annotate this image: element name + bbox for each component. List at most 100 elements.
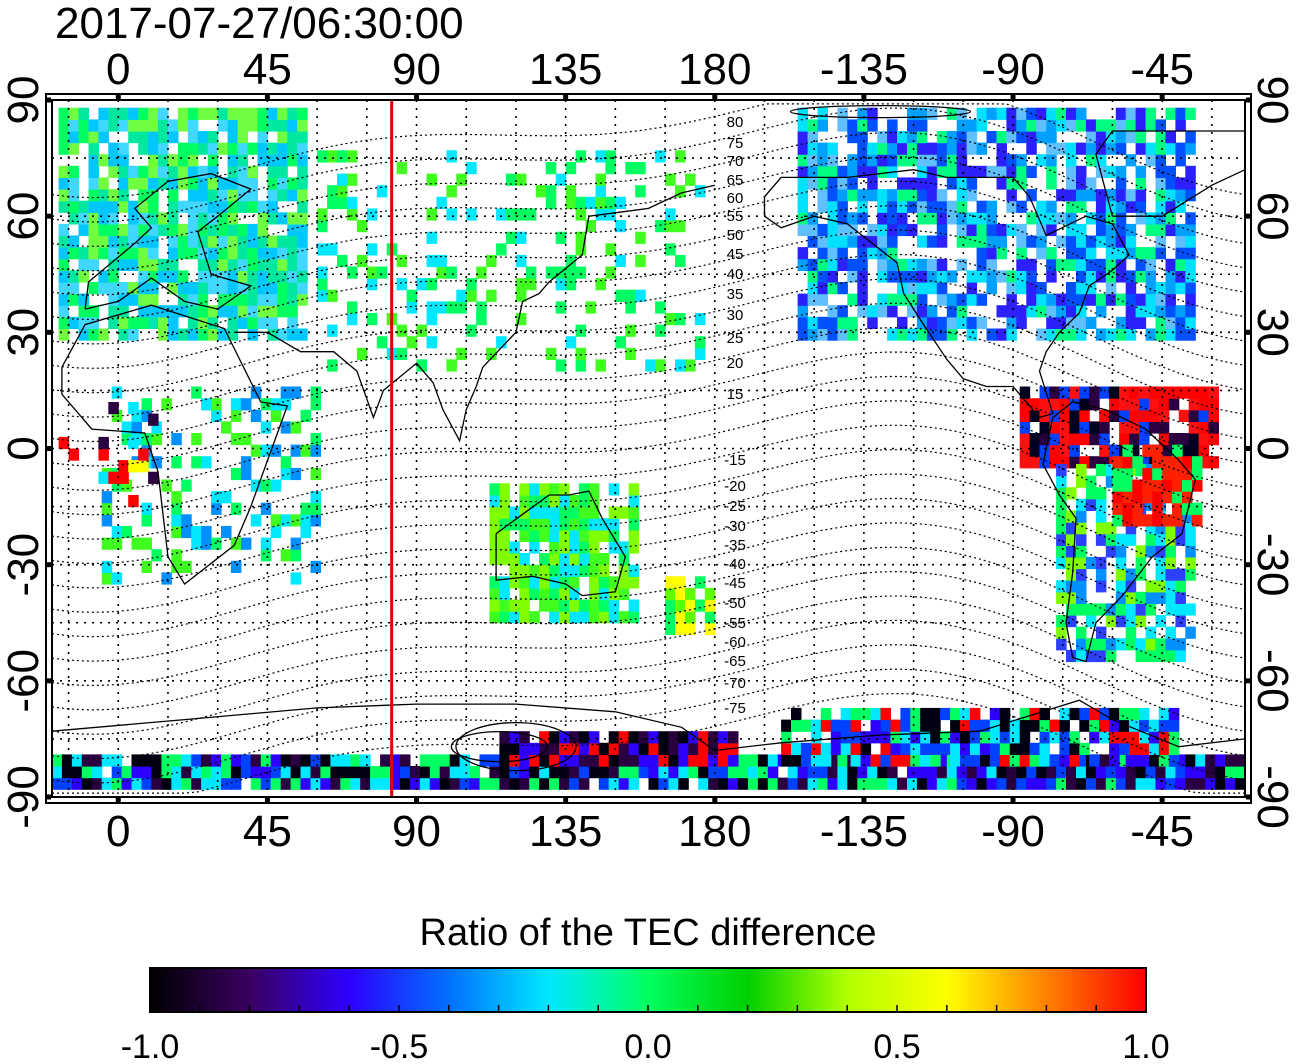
- tec-cell: [926, 177, 938, 190]
- tec-cell: [887, 293, 898, 306]
- tec-cell: [1085, 777, 1097, 790]
- tec-cell: [1135, 107, 1147, 120]
- tec-cell: [280, 514, 292, 527]
- tec-cell: [1155, 328, 1166, 341]
- tec-cell: [1165, 591, 1176, 604]
- tec-cell: [356, 220, 368, 233]
- tec-cell: [685, 611, 696, 624]
- tec-cell: [545, 347, 557, 360]
- tec-cell: [847, 189, 858, 202]
- tec-cell: [346, 150, 358, 163]
- tec-cell: [1112, 502, 1123, 515]
- tec-cell: [310, 386, 321, 399]
- tec-cell: [1175, 119, 1186, 132]
- tec-cell: [1122, 456, 1133, 469]
- tec-cell: [111, 537, 123, 550]
- tec-cell: [101, 502, 113, 515]
- tec-cell: [950, 731, 961, 744]
- tec-cell: [250, 514, 262, 527]
- tec-cell: [1125, 119, 1137, 132]
- tec-cell: [578, 541, 590, 554]
- tec-cell: [1085, 316, 1097, 329]
- tec-cell: [887, 270, 898, 283]
- tec-cell: [887, 258, 898, 271]
- tec-cell: [88, 212, 99, 225]
- tec-cell: [1158, 433, 1170, 446]
- tec-cell: [101, 491, 113, 504]
- tec-cell: [807, 258, 819, 271]
- tec-cell: [346, 208, 358, 221]
- tec-cell: [555, 173, 567, 186]
- tec-cell: [211, 754, 222, 767]
- tec-cell: [499, 553, 510, 566]
- tec-cell: [638, 742, 650, 755]
- tec-cell: [1125, 603, 1137, 616]
- tec-cell: [797, 131, 809, 144]
- tec-cell: [1019, 433, 1031, 446]
- tec-cell: [1076, 754, 1087, 767]
- tec-cell: [916, 131, 928, 144]
- tec-cell: [1046, 107, 1057, 120]
- tec-cell: [549, 742, 560, 755]
- tec-cell: [519, 742, 530, 755]
- tec-cell: [827, 235, 838, 248]
- tec-cell: [704, 587, 716, 601]
- tec-cell: [429, 766, 441, 779]
- tec-cell: [907, 189, 918, 202]
- tec-cell: [880, 707, 891, 721]
- tec-cell: [207, 200, 219, 213]
- tec-cell: [327, 289, 338, 302]
- tec-cell: [588, 518, 600, 531]
- tec-cell: [648, 766, 659, 779]
- tec-cell: [1076, 119, 1087, 132]
- tec-cell: [148, 413, 159, 426]
- tec-cell: [158, 165, 169, 178]
- tec-cell: [78, 200, 89, 213]
- tec-cell: [187, 247, 199, 260]
- tec-cell: [1056, 638, 1067, 651]
- tec-cell: [950, 754, 961, 767]
- tec-cell: [916, 107, 928, 120]
- tec-cell: [250, 444, 262, 457]
- tec-cell: [1066, 305, 1077, 318]
- tec-cell: [327, 185, 338, 198]
- tec-cell: [287, 305, 298, 318]
- tec-cell: [1099, 409, 1110, 422]
- tec-cell: [277, 212, 288, 225]
- tec-cell: [820, 719, 832, 732]
- tec-cell: [91, 766, 103, 779]
- tec-cell: [98, 131, 109, 144]
- tec-cell: [1046, 328, 1057, 341]
- tec-cell: [926, 282, 938, 295]
- tec-cell: [58, 436, 70, 450]
- tec-cell: [595, 150, 606, 163]
- tec-cell: [810, 742, 822, 755]
- tec-cell: [1076, 258, 1087, 271]
- tec-cell: [877, 235, 888, 248]
- tec-cell: [98, 270, 109, 283]
- tec-cell: [979, 731, 991, 744]
- tec-cell: [930, 731, 941, 744]
- tec-cell: [1059, 719, 1070, 732]
- tec-cell: [1066, 649, 1077, 663]
- tec-cell: [260, 479, 272, 492]
- tec-cell: [738, 754, 749, 767]
- tec-cell: [519, 564, 530, 577]
- tec-cell: [277, 119, 288, 132]
- tec-cell: [108, 189, 119, 202]
- tec-cell: [1109, 409, 1120, 422]
- tec-cell: [847, 212, 858, 225]
- tec-cell: [658, 754, 669, 767]
- tec-cell: [595, 185, 606, 198]
- tec-cell: [969, 742, 981, 755]
- tec-cell: [1132, 514, 1143, 527]
- tec-cell: [999, 707, 1011, 721]
- tec-cell: [257, 235, 268, 248]
- tec-cell: [1105, 119, 1117, 132]
- tec-cell: [887, 212, 898, 225]
- tec-cell: [300, 525, 311, 539]
- tec-cell: [628, 529, 640, 542]
- tec-cell: [618, 754, 630, 767]
- tec-cell: [247, 270, 258, 283]
